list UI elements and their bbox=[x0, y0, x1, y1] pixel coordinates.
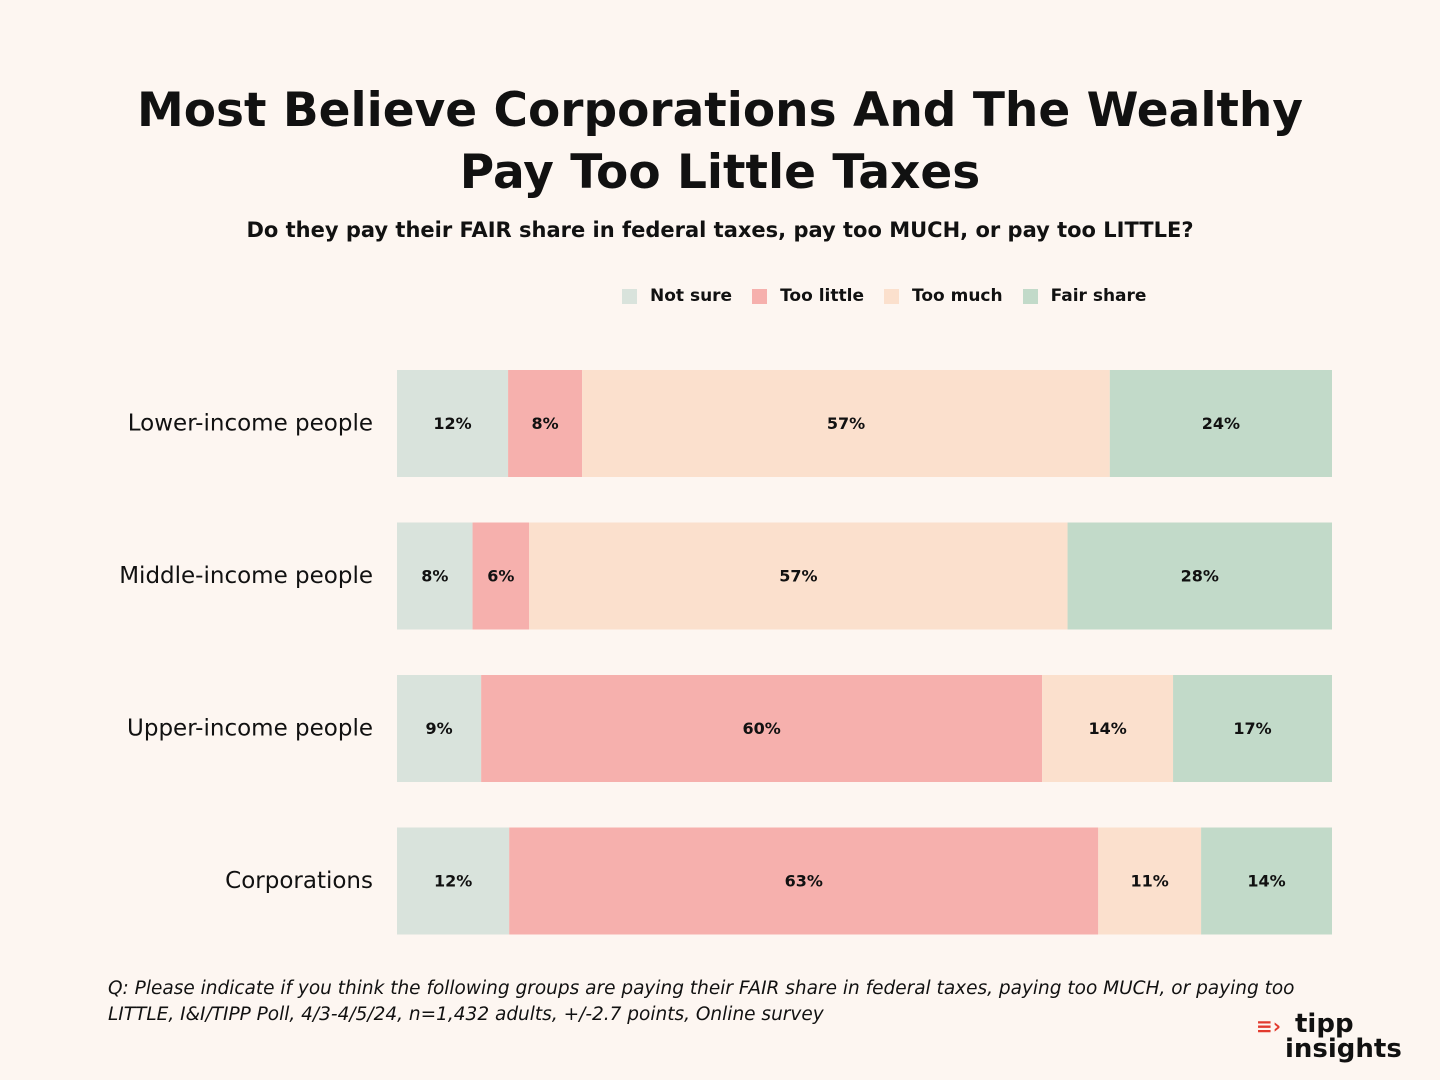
data-label-upper-income-people-too-little: 60% bbox=[743, 719, 781, 738]
bar-upper-income-people-not-sure bbox=[397, 675, 482, 782]
data-label-upper-income-people-too-much: 14% bbox=[1088, 719, 1126, 738]
chart-title: Most Believe Corporations And The Wealth… bbox=[136, 83, 1304, 200]
data-label-corporations-too-little: 63% bbox=[785, 872, 823, 891]
data-label-corporations-not-sure: 12% bbox=[434, 872, 472, 891]
bar-middle-income-people-too-little bbox=[472, 522, 530, 630]
bar-lower-income-people-too-little bbox=[508, 370, 583, 477]
footnote: Q: Please indicate if you think the foll… bbox=[108, 978, 1295, 1025]
data-label-lower-income-people-too-much: 57% bbox=[827, 414, 865, 433]
data-label-upper-income-people-not-sure: 9% bbox=[425, 719, 452, 738]
data-label-middle-income-people-not-sure: 8% bbox=[421, 567, 448, 586]
bar-lower-income-people-too-much bbox=[582, 370, 1110, 477]
legend: Not sure Too little Too much Fair share bbox=[622, 286, 1166, 306]
bar-corporations-too-little bbox=[509, 827, 1099, 935]
bar-corporations-fair-share bbox=[1201, 827, 1332, 935]
legend-swatch-too-much bbox=[883, 288, 899, 304]
bar-lower-income-people-fair-share bbox=[1109, 370, 1332, 477]
legend-swatch-not-sure bbox=[622, 288, 637, 304]
data-label-corporations-fair-share: 14% bbox=[1247, 872, 1285, 891]
data-label-lower-income-people-fair-share: 24% bbox=[1202, 414, 1240, 433]
bar-middle-income-people-fair-share bbox=[1067, 522, 1332, 630]
data-label-lower-income-people-not-sure: 12% bbox=[433, 414, 471, 433]
category-label-lower-income-people: Lower-income people bbox=[128, 411, 373, 437]
data-label-middle-income-people-too-little: 6% bbox=[487, 567, 514, 586]
bar-upper-income-people-too-much bbox=[1042, 675, 1174, 782]
bar-middle-income-people-not-sure bbox=[397, 522, 473, 630]
logo-mark-icon: ≡› bbox=[1256, 1014, 1281, 1038]
bar-upper-income-people-fair-share bbox=[1173, 675, 1332, 782]
tipp-insights-logo: ≡› tipp insights bbox=[1256, 1009, 1402, 1064]
legend-label-too-little: Too little bbox=[780, 286, 864, 306]
data-label-middle-income-people-fair-share: 28% bbox=[1181, 567, 1219, 586]
legend-swatch-fair-share bbox=[1022, 288, 1038, 304]
legend-item-too-much: Too much bbox=[883, 286, 1003, 306]
legend-item-too-little: Too little bbox=[752, 286, 864, 306]
logo-line-2: insights bbox=[1285, 1034, 1402, 1064]
data-label-middle-income-people-too-much: 57% bbox=[779, 567, 817, 586]
data-label-lower-income-people-too-little: 8% bbox=[532, 414, 559, 433]
legend-label-not-sure: Not sure bbox=[650, 286, 733, 306]
category-label-middle-income-people: Middle-income people bbox=[119, 563, 373, 589]
legend-swatch-too-little bbox=[752, 288, 768, 304]
legend-item-fair-share: Fair share bbox=[1022, 286, 1147, 306]
legend-label-fair-share: Fair share bbox=[1050, 286, 1147, 306]
bar-corporations-too-much bbox=[1098, 827, 1202, 935]
category-label-corporations: Corporations bbox=[225, 868, 373, 894]
chart-subtitle: Do they pay their FAIR share in federal … bbox=[246, 218, 1194, 242]
bar-upper-income-people-too-little bbox=[481, 675, 1043, 782]
legend-label-too-much: Too much bbox=[911, 286, 1003, 306]
data-label-upper-income-people-fair-share: 17% bbox=[1233, 719, 1271, 738]
legend-item-not-sure: Not sure bbox=[622, 286, 732, 306]
bar-corporations-not-sure bbox=[397, 827, 510, 935]
bar-lower-income-people-not-sure bbox=[397, 370, 509, 477]
data-label-corporations-too-much: 11% bbox=[1131, 872, 1169, 891]
logo-line-1: tipp bbox=[1295, 1009, 1354, 1039]
bar-middle-income-people-too-much bbox=[529, 522, 1068, 630]
category-label-upper-income-people: Upper-income people bbox=[127, 716, 373, 742]
